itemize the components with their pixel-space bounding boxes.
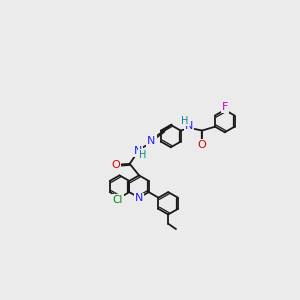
Text: Cl: Cl: [113, 195, 123, 205]
Text: H: H: [182, 116, 189, 125]
Text: O: O: [111, 160, 120, 170]
Text: N: N: [135, 194, 143, 203]
Text: N: N: [134, 146, 142, 156]
Text: H: H: [139, 150, 147, 160]
Text: N: N: [147, 136, 156, 146]
Text: O: O: [198, 140, 207, 150]
Text: F: F: [222, 102, 228, 112]
Text: N: N: [185, 121, 193, 131]
